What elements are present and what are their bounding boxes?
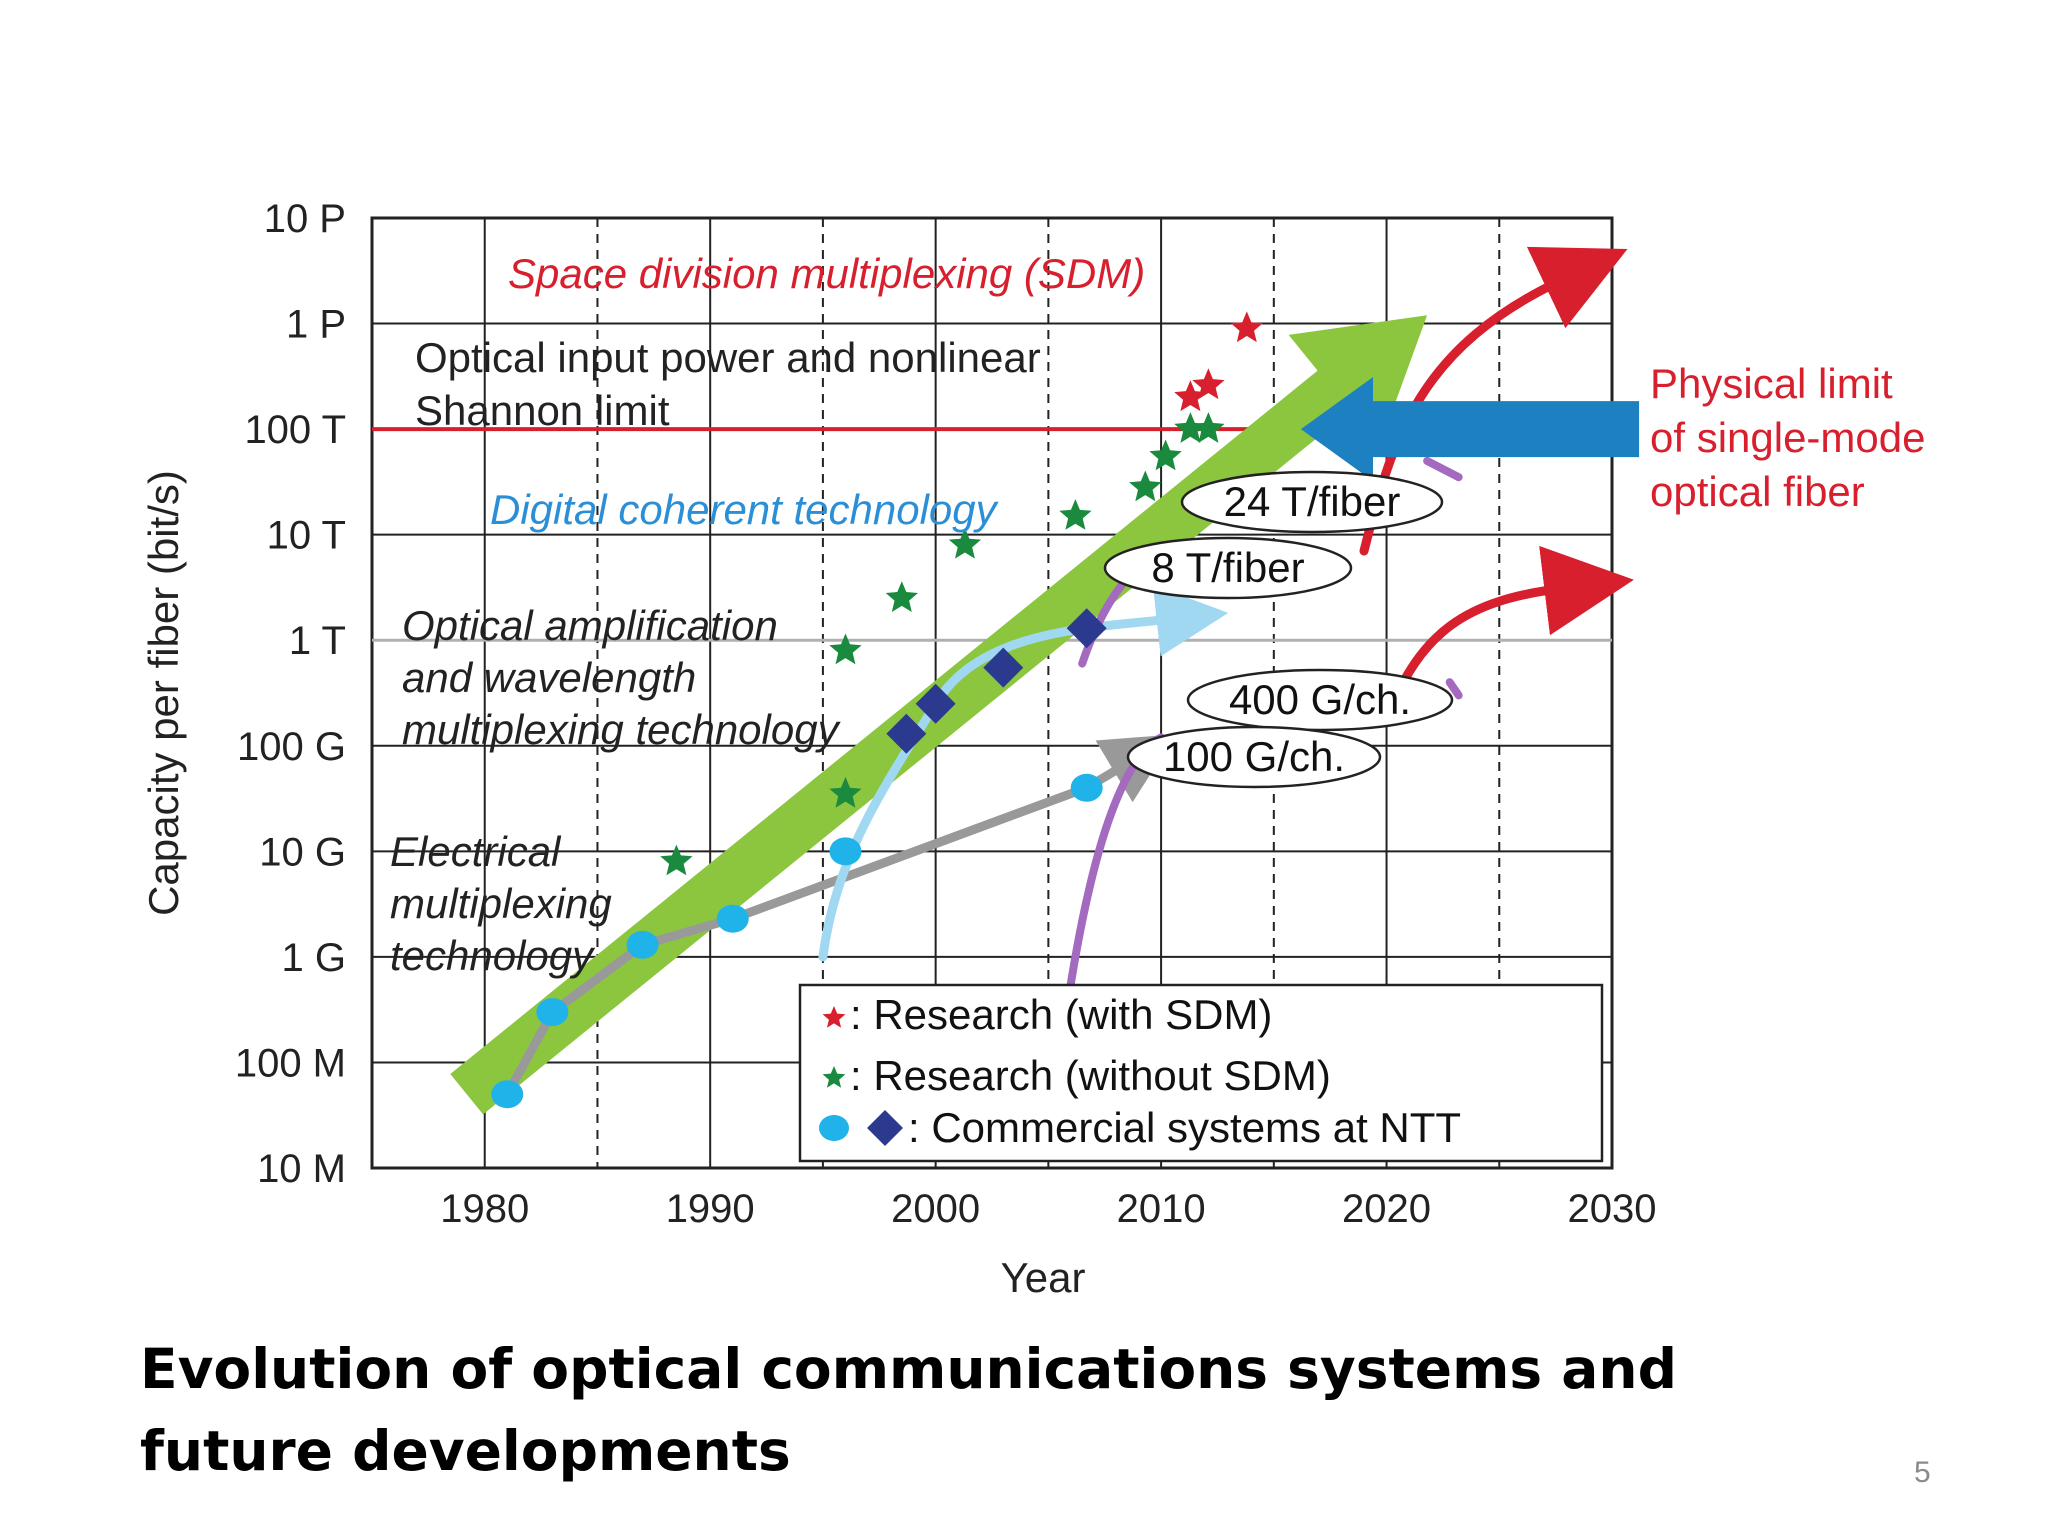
x-tick-label-5: 2030	[1568, 1187, 1657, 1231]
y-tick-label-4: 100 G	[237, 725, 346, 769]
annotation-physical-limit-1: Physical limit	[1650, 360, 1893, 407]
legend-marker-circle	[819, 1115, 849, 1141]
x-tick-label-0: 1980	[440, 1187, 529, 1231]
y-tick-label-3: 10 G	[259, 830, 346, 874]
callout-400g-label: 400 G/ch.	[1229, 676, 1411, 723]
legend-with-sdm: : Research (with SDM)	[850, 991, 1272, 1038]
point-s1-7	[1149, 439, 1182, 471]
annotation-amp-2: and wavelength	[402, 654, 696, 701]
callout-100g-label: 100 G/ch.	[1163, 733, 1345, 780]
y-tick-label-1: 100 M	[235, 1041, 346, 1085]
y-tick-label-6: 10 T	[267, 514, 346, 558]
annotation-physical-limit-3: optical fiber	[1650, 468, 1865, 515]
y-tick-label-2: 1 G	[282, 936, 346, 980]
point-s2-5	[1070, 773, 1103, 802]
x-tick-label-3: 2010	[1117, 1187, 1206, 1231]
annotation-shannon-1: Optical input power and nonlinear	[415, 334, 1041, 381]
point-s1-2	[829, 633, 862, 665]
callout-8t-label: 8 T/fiber	[1151, 544, 1304, 591]
callout-24t-bubble	[1180, 470, 1444, 534]
callout-24t-label: 24 T/fiber	[1224, 478, 1401, 525]
point-s1-6	[1129, 470, 1162, 502]
purple-curve-400g	[1445, 678, 1463, 700]
point-s3-0	[886, 713, 927, 754]
point-s0-2	[1230, 311, 1263, 343]
y-tick-label-5: 1 T	[289, 619, 346, 663]
legend-marker-with-sdm	[822, 1006, 846, 1028]
point-s2-4	[829, 837, 862, 866]
legend-marker-diamond	[867, 1110, 903, 1146]
annotation-digital-coherent: Digital coherent technology	[490, 486, 1000, 533]
slide-number: 5	[1914, 1456, 1931, 1489]
annotation-elec-2: multiplexing	[390, 880, 612, 927]
point-s0-0	[1174, 380, 1207, 412]
point-s1-3	[885, 581, 918, 612]
point-s1-0	[660, 844, 693, 876]
point-s2-2	[626, 930, 659, 959]
point-s3-1	[915, 683, 956, 724]
point-s1-9	[1192, 412, 1225, 443]
purple-curve-24t	[1423, 456, 1463, 482]
callout-400g-bubble	[1186, 668, 1454, 732]
slide-caption: Evolution of optical communications syst…	[140, 1337, 1677, 1483]
callout-8t-bubble	[1103, 536, 1353, 600]
annotation-sdm: Space division multiplexing (SDM)	[508, 250, 1145, 297]
point-s2-1	[536, 998, 569, 1027]
point-s1-5	[1059, 499, 1092, 530]
x-tick-label-4: 2020	[1342, 1187, 1431, 1231]
annotation-amp-1: Optical amplification	[402, 602, 778, 649]
y-tick-label-7: 100 T	[244, 408, 346, 452]
annotation-elec-1: Electrical	[390, 828, 562, 875]
point-s3-2	[983, 647, 1024, 688]
point-s2-3	[716, 904, 749, 933]
y-tick-label-8: 1 P	[286, 303, 346, 347]
legend-without-sdm: : Research (without SDM)	[850, 1052, 1331, 1099]
annotation-shannon-2: Shannon limit	[415, 387, 670, 434]
point-s2-0	[491, 1080, 524, 1109]
x-tick-label-1: 1990	[666, 1187, 755, 1231]
annotation-elec-3: technology	[390, 932, 596, 979]
x-tick-label-2: 2000	[891, 1187, 980, 1231]
y-axis-title: Capacity per fiber (bit/s)	[140, 470, 187, 916]
legend-marker-without-sdm	[822, 1066, 846, 1088]
point-s1-8	[1174, 412, 1207, 443]
physical-limit-arrow	[1300, 377, 1640, 482]
legend-commercial: : Commercial systems at NTT	[908, 1104, 1461, 1151]
x-axis-title: Year	[1001, 1254, 1086, 1301]
legend-box	[798, 983, 1604, 1163]
plot-frame	[370, 216, 1614, 1170]
point-s1-4	[948, 527, 982, 559]
annotation-physical-limit-2: of single-mode	[1650, 414, 1925, 461]
point-s3-3	[1066, 608, 1107, 649]
annotation-amp-3: multiplexing technology	[402, 706, 842, 753]
y-tick-label-9: 10 P	[264, 197, 346, 241]
y-tick-label-0: 10 M	[257, 1147, 346, 1191]
capacity-chart: 24 T/fiber 8 T/fiber 400 G/ch. 100 G/ch. Spa…	[140, 197, 1925, 1301]
point-s1-1	[829, 776, 862, 808]
point-s0-1	[1192, 368, 1225, 400]
callout-100g-bubble	[1126, 725, 1382, 789]
